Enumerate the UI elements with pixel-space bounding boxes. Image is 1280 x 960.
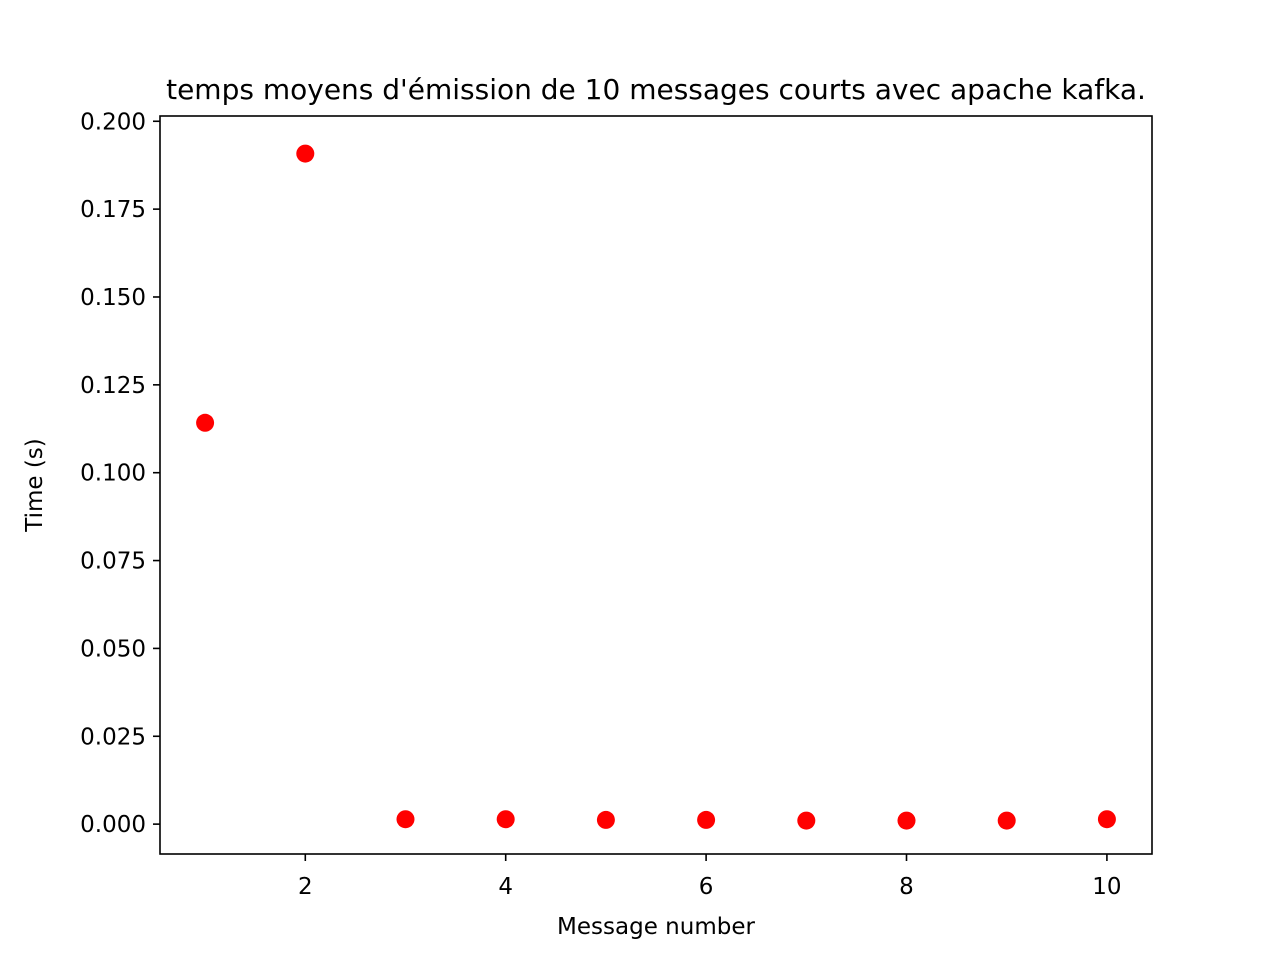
plot-area [196, 144, 1116, 830]
y-tick-label: 0.100 [80, 461, 146, 487]
x-axis-label: Message number [557, 914, 755, 940]
x-tick-label: 2 [298, 874, 313, 900]
data-point [897, 811, 916, 830]
y-axis: 0.000 0.025 0.050 0.075 0.100 0.125 0.150 0.175… [80, 109, 160, 838]
x-tick-label: 8 [899, 874, 914, 900]
data-point [596, 810, 615, 829]
data-point [496, 810, 515, 829]
chart-title: temps moyens d'émission de 10 messages c… [166, 73, 1146, 106]
data-point [1097, 810, 1116, 829]
y-tick-label: 0.200 [80, 109, 146, 135]
plot-frame [159, 115, 1153, 855]
data-point [296, 144, 315, 163]
y-tick-label: 0.000 [80, 812, 146, 838]
data-point [697, 810, 716, 829]
data-point [196, 413, 215, 432]
x-tick-label: 4 [498, 874, 513, 900]
x-axis: 2 4 6 8 10 [298, 854, 1122, 900]
y-axis-label: Time (s) [22, 438, 48, 533]
y-tick-label: 0.175 [80, 197, 146, 223]
y-tick-label: 0.150 [80, 285, 146, 311]
y-tick-label: 0.075 [80, 549, 146, 575]
y-tick-label: 0.125 [80, 373, 146, 399]
data-point [997, 811, 1016, 830]
y-tick-label: 0.050 [80, 636, 146, 662]
y-tick-label: 0.025 [80, 724, 146, 750]
data-point [396, 810, 415, 829]
data-point [797, 811, 816, 830]
x-tick-label: 10 [1092, 874, 1121, 900]
x-tick-label: 6 [699, 874, 714, 900]
